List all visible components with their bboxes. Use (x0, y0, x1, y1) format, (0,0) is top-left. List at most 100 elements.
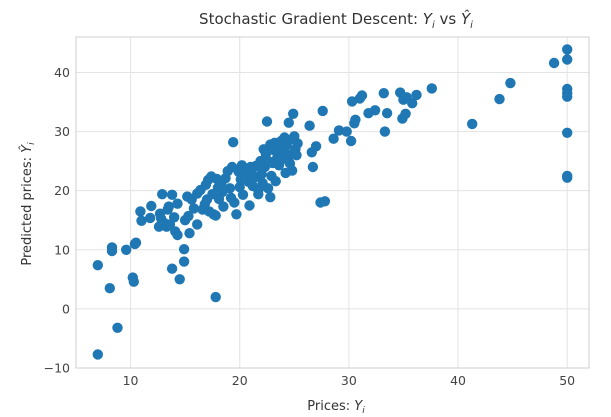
data-point (92, 260, 104, 271)
data-point (121, 244, 132, 255)
data-point (356, 90, 368, 101)
y-tick-label: 30 (54, 124, 70, 139)
data-point (283, 117, 294, 128)
data-point (178, 256, 190, 267)
data-point (218, 201, 229, 212)
data-point (317, 105, 328, 117)
chart-title-y: Y (423, 10, 434, 28)
data-point (562, 91, 573, 102)
data-point (333, 125, 345, 136)
data-point (178, 244, 190, 255)
data-point (130, 237, 142, 248)
data-point (494, 93, 505, 105)
x-tick-label: 50 (559, 373, 575, 388)
plot-frame (75, 36, 590, 369)
y-axis-label-var: Ŷ (19, 144, 35, 153)
data-point (244, 200, 255, 211)
data-point (381, 108, 393, 119)
data-point (172, 198, 183, 209)
data-point (136, 215, 147, 226)
data-point (92, 349, 104, 360)
data-point (562, 127, 573, 138)
data-point (562, 172, 573, 183)
data-point (548, 57, 560, 69)
chart-title-yhat-sub: i (470, 20, 473, 31)
data-point (166, 189, 178, 200)
data-point (145, 212, 156, 224)
data-point (562, 54, 573, 65)
data-point (378, 88, 389, 99)
data-point (157, 189, 168, 200)
chart-title-vs: vs (435, 10, 461, 28)
data-point (169, 212, 180, 223)
chart-title-yhat: Ŷ (461, 9, 472, 28)
data-point (184, 228, 195, 239)
x-tick-label: 10 (123, 373, 139, 388)
y-tick-label: 20 (54, 183, 70, 198)
x-axis-label-sub: i (362, 406, 365, 416)
data-point (229, 197, 240, 208)
x-tick-label: 40 (450, 373, 466, 388)
data-point (379, 126, 391, 137)
data-point (286, 165, 298, 176)
data-point (112, 322, 123, 333)
chart-title-prefix: Stochastic Gradient Descent: (199, 10, 423, 28)
data-point (172, 229, 183, 241)
data-point (319, 196, 331, 207)
data-point (341, 126, 352, 137)
data-point (562, 44, 573, 55)
data-point (174, 274, 185, 285)
x-axis-label: Prices: Yi (307, 399, 365, 416)
data-point (183, 210, 194, 222)
x-axis-label-text: Prices: (307, 399, 354, 414)
data-point (262, 183, 274, 194)
chart-title-y-sub: i (432, 20, 435, 31)
data-point (261, 116, 273, 127)
x-axis-label-var: Y (354, 399, 363, 414)
data-point (224, 183, 236, 194)
data-point (304, 120, 315, 131)
data-point (467, 118, 478, 130)
data-point (106, 242, 118, 253)
data-point (288, 108, 299, 120)
x-tick-label: 20 (232, 373, 248, 388)
y-tick-label: 0 (62, 301, 70, 316)
data-point (192, 219, 203, 230)
data-point (231, 209, 242, 220)
data-point (210, 291, 221, 303)
y-tick-label: 40 (54, 65, 70, 80)
y-axis-label-text: Predicted prices: (20, 153, 35, 266)
y-axis-label-sub: i (27, 142, 37, 145)
data-point (237, 189, 249, 200)
y-axis-label: Predicted prices: Ŷi (19, 142, 37, 266)
data-point (328, 133, 339, 144)
y-tick-label: 10 (54, 242, 70, 257)
data-point (128, 276, 139, 287)
data-point (291, 150, 302, 161)
data-point (400, 108, 411, 120)
data-point (210, 210, 221, 221)
data-point (163, 201, 174, 212)
ticks-layer: 10 20 30 40 50 −10 0 10 20 30 40 (44, 65, 576, 388)
data-point (407, 98, 418, 109)
data-point (228, 137, 239, 148)
data-point (426, 83, 437, 94)
data-point (310, 141, 322, 152)
data-point (369, 105, 381, 116)
data-point (188, 203, 200, 214)
data-point (350, 114, 361, 126)
data-point (104, 283, 116, 294)
data-point (345, 135, 357, 147)
data-point (146, 200, 157, 212)
data-point (270, 176, 281, 187)
data-point (265, 192, 276, 203)
data-point (505, 77, 516, 89)
data-point (292, 138, 303, 149)
data-point (253, 189, 264, 200)
data-point (411, 89, 422, 101)
data-point (135, 206, 146, 217)
points-layer (92, 44, 573, 360)
x-tick-label: 30 (341, 373, 357, 388)
y-tick-label: −10 (44, 361, 70, 376)
